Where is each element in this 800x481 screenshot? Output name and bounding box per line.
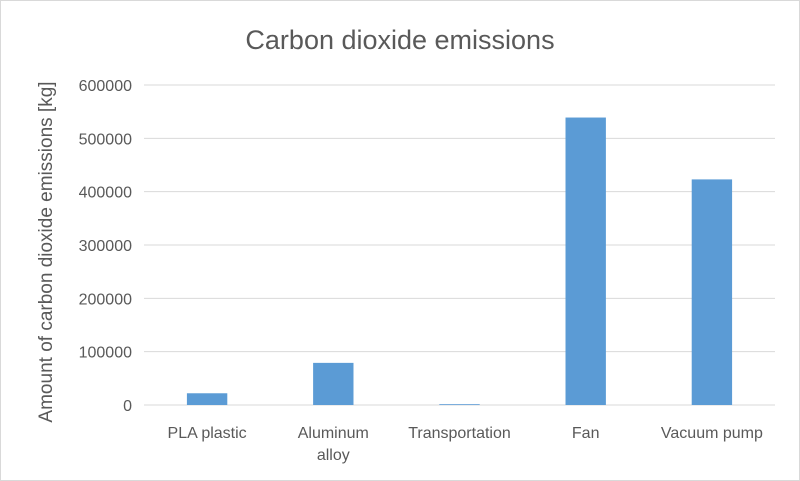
y-tick-label: 100000 bbox=[79, 345, 132, 362]
x-tick-label: alloy bbox=[317, 447, 350, 464]
bar bbox=[691, 179, 733, 405]
bar bbox=[186, 393, 228, 405]
y-tick-label: 500000 bbox=[79, 131, 132, 148]
x-tick-label: PLA plastic bbox=[168, 425, 247, 442]
grid-lines bbox=[144, 84, 775, 406]
y-tick-label: 300000 bbox=[79, 238, 132, 255]
y-axis-title: Amount of carbon dioxide emissions [kg] bbox=[36, 81, 57, 422]
y-tick-label: 400000 bbox=[79, 185, 132, 202]
bar bbox=[439, 404, 480, 405]
y-tick-label: 600000 bbox=[79, 78, 132, 95]
y-tick-labels: 0 100000 200000 300000 400000 500000 600000 bbox=[79, 78, 132, 415]
x-tick-label: Fan bbox=[572, 425, 600, 442]
y-tick-label: 0 bbox=[123, 398, 132, 415]
bar bbox=[565, 117, 606, 406]
x-tick-labels: PLA plastic Aluminum alloy Transportation Fa… bbox=[168, 425, 763, 464]
x-tick-label: Vacuum pump bbox=[661, 425, 763, 442]
bars bbox=[186, 117, 733, 406]
chart-title: Carbon dioxide emissions bbox=[245, 25, 554, 55]
x-tick-label: Transportation bbox=[408, 425, 511, 442]
x-tick-label: Aluminum bbox=[298, 425, 369, 442]
bar bbox=[313, 362, 354, 405]
y-tick-label: 200000 bbox=[79, 291, 132, 308]
